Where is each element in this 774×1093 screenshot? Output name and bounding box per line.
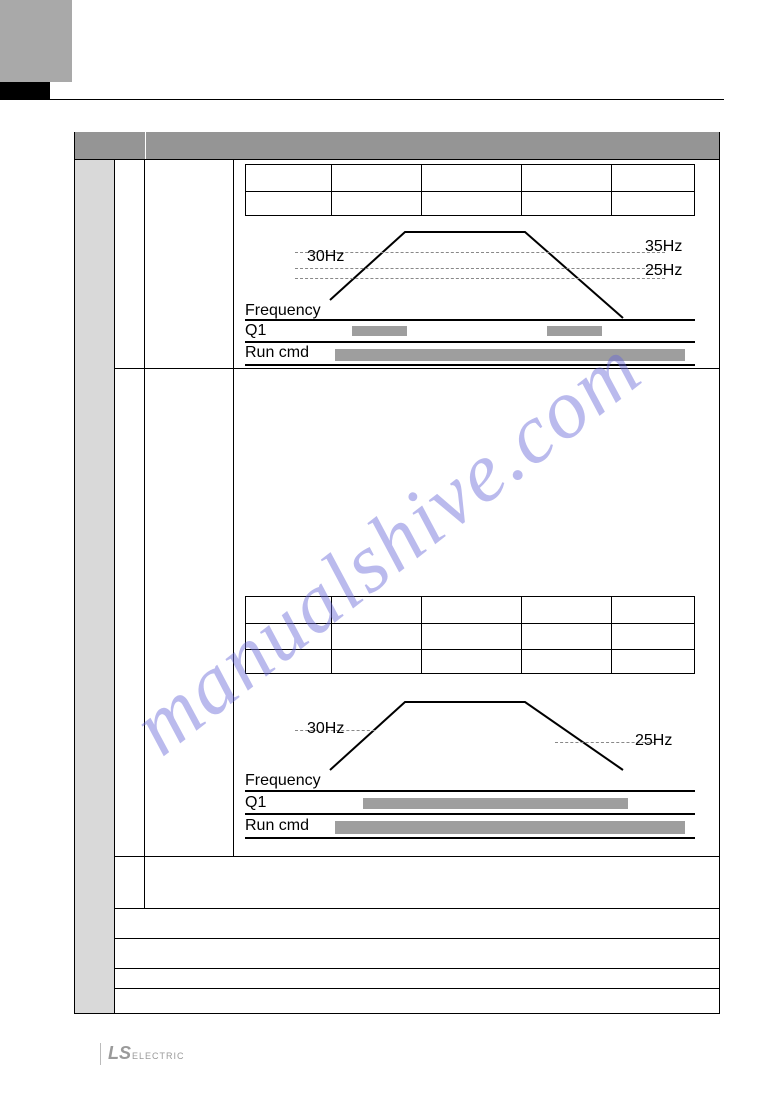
left-column	[75, 160, 115, 1013]
diag-baseline	[245, 364, 695, 366]
row-line	[115, 856, 719, 857]
header-separator	[145, 132, 146, 159]
q1-label: Q1	[245, 794, 266, 812]
q1-bar	[547, 326, 602, 336]
freq-30-label: 30Hz	[307, 720, 344, 738]
runcmd-bar	[335, 349, 685, 361]
freq-25-label: 25Hz	[645, 262, 682, 280]
row-line	[115, 988, 719, 989]
diag-baseline	[245, 319, 695, 321]
runcmd-bar	[335, 821, 685, 834]
logo-main: LS	[108, 1043, 131, 1063]
freq-25-label: 25Hz	[635, 732, 672, 750]
dash-line	[295, 252, 665, 253]
row-line	[115, 368, 719, 369]
freq-30-label: 30Hz	[307, 248, 344, 266]
black-tab	[0, 82, 50, 100]
mini-table-1	[245, 164, 695, 216]
diag-baseline	[245, 837, 695, 839]
corner-block	[0, 0, 72, 82]
frequency-label: Frequency	[245, 772, 321, 790]
table-body: 30Hz 35Hz 25Hz Frequency Q1 Run cmd	[75, 160, 719, 1013]
footer-divider	[100, 1043, 101, 1065]
mini-table-2	[245, 596, 695, 674]
diag-baseline	[245, 813, 695, 815]
diag-baseline	[245, 790, 695, 792]
top-rule	[50, 99, 724, 100]
runcmd-label: Run cmd	[245, 817, 309, 835]
row-line	[115, 908, 719, 909]
logo-sub: ELECTRIC	[132, 1051, 185, 1061]
dash-line	[295, 268, 665, 269]
inner-separator	[233, 368, 234, 856]
column-2	[115, 160, 145, 908]
dash-line	[295, 278, 665, 279]
runcmd-label: Run cmd	[245, 344, 309, 362]
q1-bar	[352, 326, 407, 336]
row-line	[115, 938, 719, 939]
table-header	[75, 132, 719, 160]
frequency-label: Frequency	[245, 302, 321, 320]
row-line	[115, 968, 719, 969]
q1-label: Q1	[245, 322, 266, 340]
frequency-diagram-1: 30Hz 35Hz 25Hz Frequency Q1 Run cmd	[245, 222, 695, 367]
footer-logo: LSELECTRIC	[108, 1043, 185, 1063]
main-table: 30Hz 35Hz 25Hz Frequency Q1 Run cmd	[74, 132, 720, 1014]
q1-bar	[363, 798, 628, 809]
frequency-diagram-2: 30Hz 25Hz Frequency Q1 Run cmd	[245, 690, 695, 855]
inner-separator	[233, 160, 234, 368]
freq-35-label: 35Hz	[645, 238, 682, 256]
diag-baseline	[245, 341, 695, 343]
